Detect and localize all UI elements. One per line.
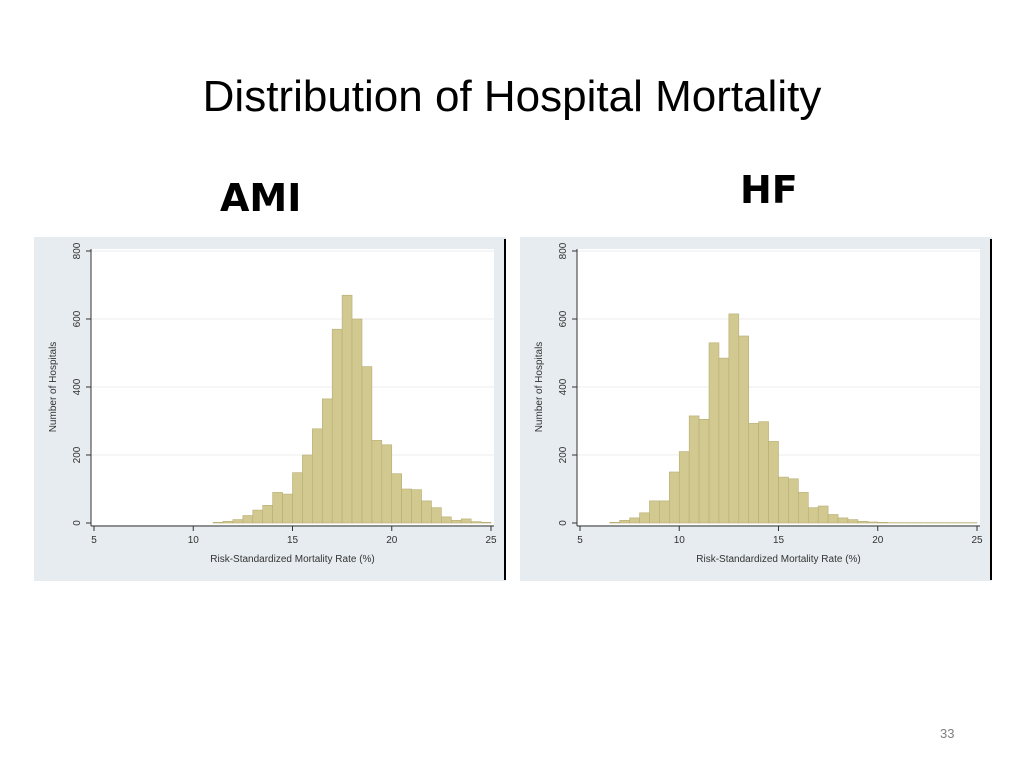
x-tick-label: 10 [188, 535, 200, 546]
histogram-bar [847, 519, 859, 524]
histogram-bar [321, 398, 333, 524]
y-tick-label: 400 [72, 378, 83, 395]
histogram-bar [728, 313, 740, 524]
x-tick-label: 20 [386, 535, 398, 546]
slide-title: Distribution of Hospital Mortality [202, 72, 822, 121]
histogram-bar [609, 522, 621, 524]
histogram-bar [401, 488, 412, 524]
histogram-bar [688, 415, 700, 524]
histogram-bar [272, 492, 283, 524]
histogram-bar [619, 519, 630, 524]
histogram-bar [470, 521, 482, 524]
y-axis-label: Number of Hospitals [48, 342, 59, 433]
histogram-bar [302, 454, 313, 524]
histogram-bar [431, 507, 442, 524]
y-tick-label: 400 [558, 378, 569, 395]
histogram-bar [312, 428, 323, 524]
y-tick-label: 200 [72, 446, 83, 463]
histogram-bar [639, 512, 650, 524]
histogram-bar [748, 423, 759, 524]
histogram-bar [460, 518, 472, 524]
x-axis-label: Risk-Standardized Mortality Rate (%) [210, 554, 375, 565]
histogram-bar [798, 492, 809, 524]
y-tick-label: 0 [558, 520, 569, 526]
histogram-bar [678, 451, 690, 524]
histogram-bar [698, 419, 710, 524]
histogram-bar [867, 521, 879, 524]
y-tick-label: 800 [72, 242, 83, 259]
x-tick-label: 15 [287, 535, 299, 546]
x-axis-label: Risk-Standardized Mortality Rate (%) [696, 554, 861, 565]
y-tick-label: 0 [72, 520, 83, 526]
y-tick-label: 600 [558, 310, 569, 327]
histogram-bar [341, 294, 353, 524]
histogram-bar [222, 520, 234, 524]
histogram-bar [649, 500, 660, 524]
histogram-bar [857, 520, 869, 524]
histogram-bar [242, 515, 254, 524]
histogram-bar [788, 478, 799, 524]
x-tick-label: 25 [485, 535, 497, 546]
histogram-bar [361, 366, 373, 524]
histogram-bar [807, 507, 819, 524]
histogram-bar [282, 493, 293, 524]
page-number: 33 [940, 726, 955, 741]
histogram-bar [381, 444, 393, 524]
x-tick-label: 25 [971, 535, 983, 546]
histogram-bar [629, 517, 640, 524]
hf-panel-divider [990, 239, 992, 580]
histogram-bar [391, 473, 402, 524]
histogram-bar [371, 440, 383, 524]
x-tick-label: 20 [872, 535, 884, 546]
histogram-bar [441, 516, 452, 524]
histogram-bar [738, 335, 750, 524]
ami-histogram: 5 10 15 20 25 0 200 400 600 800 Risk-Standardized … [34, 237, 506, 581]
histogram-bar [768, 441, 779, 524]
histogram-bar [758, 421, 769, 524]
hf-histogram: 5 10 15 20 25 0 200 400 600 800 Risk-Standardized … [520, 237, 992, 581]
ami-panel-divider [504, 239, 506, 580]
y-tick-label: 200 [558, 446, 569, 463]
histogram-bar [708, 342, 720, 524]
histogram-bar [669, 471, 680, 524]
histogram-bar [877, 522, 888, 524]
histogram-bar [659, 500, 670, 524]
histogram-bar [450, 519, 462, 524]
histogram-bar [351, 318, 363, 524]
histogram-bar [252, 509, 264, 524]
y-axis-label: Number of Hospitals [534, 342, 545, 433]
histogram-bar [331, 328, 343, 524]
histogram-bar [411, 489, 422, 524]
histogram-bar [421, 500, 432, 524]
x-tick-label: 10 [674, 535, 686, 546]
histogram-bar [778, 476, 789, 524]
histogram-bar [292, 472, 303, 524]
x-tick-label: 5 [91, 535, 97, 546]
histogram-bar [232, 519, 244, 524]
histogram-bar [262, 505, 273, 524]
histogram-bar [827, 514, 839, 524]
y-tick-label: 800 [558, 242, 569, 259]
x-tick-label: 15 [773, 535, 785, 546]
hf-panel-title: HF [740, 168, 798, 212]
histogram-bar [718, 357, 730, 524]
histogram-bar [817, 505, 829, 524]
histogram-bar [837, 517, 849, 524]
histogram-bar [212, 522, 224, 524]
x-tick-label: 5 [577, 535, 583, 546]
y-tick-label: 600 [72, 310, 83, 327]
histogram-bar [480, 522, 492, 524]
ami-panel-title: AMI [220, 176, 302, 220]
